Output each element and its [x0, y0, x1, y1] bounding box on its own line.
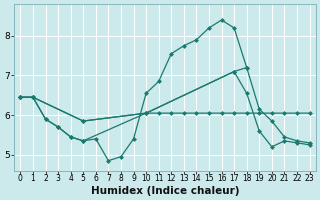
X-axis label: Humidex (Indice chaleur): Humidex (Indice chaleur) — [91, 186, 239, 196]
